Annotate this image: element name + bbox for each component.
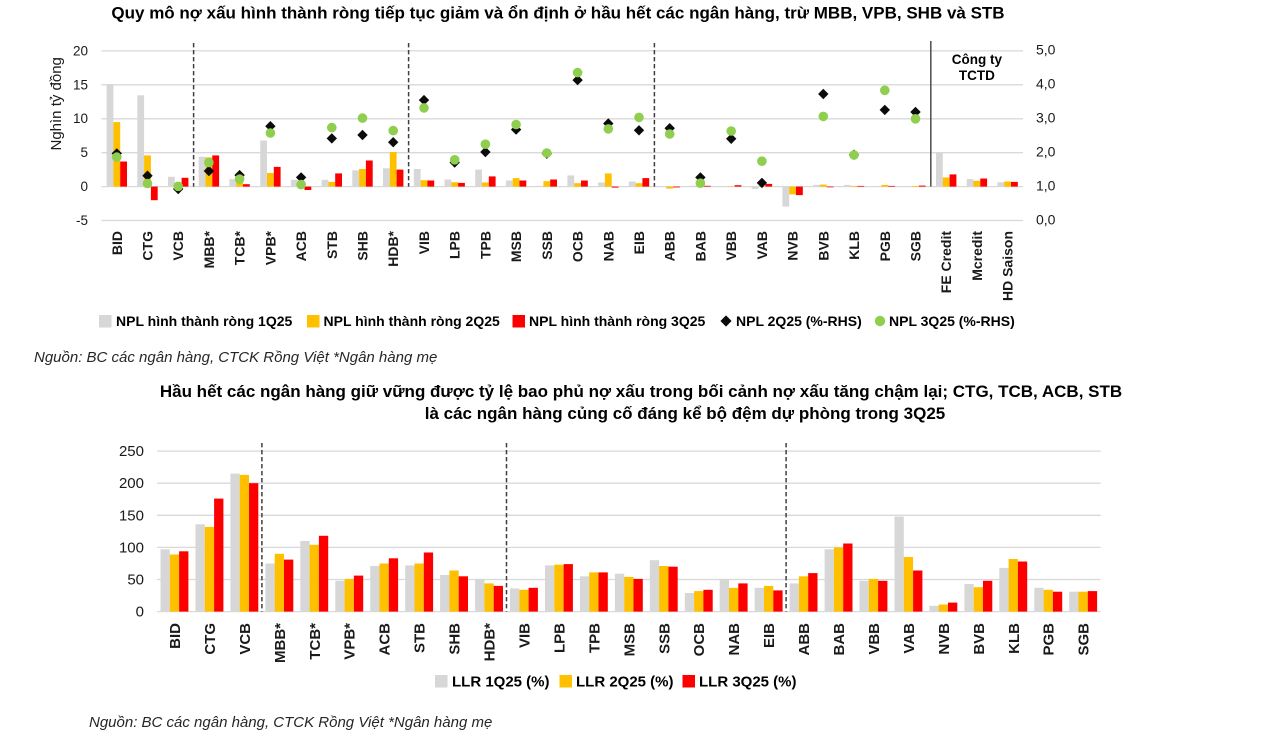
- svg-text:MSB: MSB: [621, 623, 638, 657]
- svg-text:VAB: VAB: [901, 623, 918, 654]
- svg-text:LPB: LPB: [551, 623, 568, 653]
- svg-text:2,0: 2,0: [1036, 144, 1056, 160]
- svg-text:1,0: 1,0: [1036, 177, 1056, 193]
- svg-text:0: 0: [80, 179, 88, 194]
- svg-text:KLB: KLB: [1006, 623, 1023, 654]
- svg-text:SGB: SGB: [1076, 623, 1093, 656]
- svg-text:NPL hình thành ròng 1Q25: NPL hình thành ròng 1Q25: [116, 313, 293, 329]
- svg-text:PGB: PGB: [1041, 623, 1058, 656]
- svg-text:MBB*: MBB*: [272, 623, 289, 663]
- svg-text:BAB: BAB: [831, 623, 848, 656]
- svg-text:VIB: VIB: [517, 623, 534, 648]
- svg-text:VPB*: VPB*: [262, 230, 278, 265]
- svg-text:CTG: CTG: [202, 623, 219, 655]
- svg-text:BAB: BAB: [692, 231, 708, 261]
- svg-text:15: 15: [73, 77, 88, 92]
- svg-text:0: 0: [136, 604, 144, 621]
- svg-text:ABB: ABB: [662, 231, 678, 261]
- svg-text:BID: BID: [109, 231, 125, 255]
- svg-text:OCB: OCB: [691, 623, 708, 657]
- svg-text:NPL hình thành ròng 2Q25: NPL hình thành ròng 2Q25: [324, 313, 501, 329]
- svg-text:ACB: ACB: [293, 231, 309, 261]
- svg-text:SSB: SSB: [656, 623, 673, 654]
- svg-text:LLR 1Q25 (%): LLR 1Q25 (%): [452, 674, 550, 691]
- svg-text:TPB: TPB: [477, 231, 493, 259]
- svg-text:VCB: VCB: [170, 231, 186, 261]
- svg-text:200: 200: [119, 475, 144, 492]
- svg-text:Mcredit: Mcredit: [969, 231, 985, 281]
- svg-text:HDB*: HDB*: [482, 623, 499, 661]
- svg-text:NVB: NVB: [785, 231, 801, 261]
- svg-text:HDB*: HDB*: [385, 230, 401, 266]
- svg-text:VBB: VBB: [866, 623, 883, 655]
- svg-text:VBB: VBB: [723, 231, 739, 261]
- svg-text:TPB: TPB: [586, 623, 603, 653]
- svg-text:SHB: SHB: [355, 231, 371, 261]
- svg-text:VPB*: VPB*: [342, 623, 359, 660]
- svg-text:4,0: 4,0: [1036, 76, 1056, 92]
- svg-text:20: 20: [73, 43, 88, 58]
- svg-text:SHB: SHB: [447, 623, 464, 655]
- svg-text:10: 10: [73, 111, 88, 126]
- svg-text:100: 100: [119, 539, 144, 556]
- svg-text:ACB: ACB: [377, 623, 394, 656]
- svg-text:KLB: KLB: [846, 231, 862, 260]
- svg-text:LLR 3Q25 (%): LLR 3Q25 (%): [699, 674, 797, 691]
- svg-text:5,0: 5,0: [1036, 42, 1056, 58]
- svg-text:LPB: LPB: [447, 231, 463, 259]
- svg-text:PGB: PGB: [877, 231, 893, 261]
- svg-text:50: 50: [127, 572, 144, 589]
- svg-text:Nghìn tỷ đồng: Nghìn tỷ đồng: [48, 57, 65, 150]
- svg-text:Nguồn: BC các ngân hàng, CTCK: Nguồn: BC các ngân hàng, CTCK Rồng Việt …: [34, 349, 437, 366]
- svg-text:250: 250: [119, 443, 144, 460]
- svg-text:STB: STB: [412, 623, 429, 653]
- svg-text:SSB: SSB: [539, 231, 555, 260]
- svg-text:Công ty: Công ty: [952, 52, 1003, 67]
- svg-text:STB: STB: [324, 231, 340, 259]
- svg-text:NPL 2Q25 (%-RHS): NPL 2Q25 (%-RHS): [736, 313, 862, 329]
- svg-text:MSB: MSB: [508, 231, 524, 262]
- svg-text:HD Saison: HD Saison: [1000, 231, 1016, 301]
- svg-text:TCTD: TCTD: [959, 68, 995, 83]
- svg-text:CTG: CTG: [140, 231, 156, 261]
- svg-text:BVB: BVB: [815, 231, 831, 261]
- svg-text:5: 5: [80, 145, 88, 160]
- svg-text:BID: BID: [167, 623, 184, 649]
- svg-text:LLR 2Q25 (%): LLR 2Q25 (%): [576, 674, 674, 691]
- svg-text:TCB*: TCB*: [307, 623, 324, 660]
- svg-text:0,0: 0,0: [1036, 211, 1056, 227]
- svg-text:NAB: NAB: [600, 231, 616, 261]
- svg-text:SGB: SGB: [908, 231, 924, 261]
- svg-text:VCB: VCB: [237, 623, 254, 655]
- svg-text:150: 150: [119, 507, 144, 524]
- svg-text:-5: -5: [76, 213, 88, 228]
- svg-text:NPL hình thành ròng 3Q25: NPL hình thành ròng 3Q25: [529, 313, 706, 329]
- svg-text:NAB: NAB: [726, 623, 743, 656]
- svg-text:EIB: EIB: [761, 623, 778, 648]
- svg-text:TCB*: TCB*: [232, 230, 248, 265]
- svg-text:VAB: VAB: [754, 231, 770, 260]
- svg-text:NVB: NVB: [936, 623, 953, 655]
- svg-text:MBB*: MBB*: [201, 230, 217, 268]
- svg-text:OCB: OCB: [570, 231, 586, 262]
- svg-text:Nguồn: BC các ngân hàng, CTCK: Nguồn: BC các ngân hàng, CTCK Rồng Việt …: [89, 714, 492, 731]
- svg-text:3,0: 3,0: [1036, 110, 1056, 126]
- svg-text:là các ngân hàng củng cố đáng: là các ngân hàng củng cố đáng kể bộ đệm …: [425, 404, 945, 423]
- svg-text:VIB: VIB: [416, 231, 432, 254]
- svg-text:NPL 3Q25 (%-RHS): NPL 3Q25 (%-RHS): [889, 313, 1015, 329]
- svg-text:ABB: ABB: [796, 623, 813, 656]
- svg-text:EIB: EIB: [631, 231, 647, 254]
- svg-text:BVB: BVB: [971, 623, 988, 655]
- svg-text:Quy mô nợ xấu hình thành ròng: Quy mô nợ xấu hình thành ròng tiếp tục g…: [111, 4, 1004, 23]
- svg-text:FE Credit: FE Credit: [938, 231, 954, 294]
- svg-text:Hầu hết các ngân hàng giữ vững: Hầu hết các ngân hàng giữ vững được tỷ l…: [160, 382, 1122, 401]
